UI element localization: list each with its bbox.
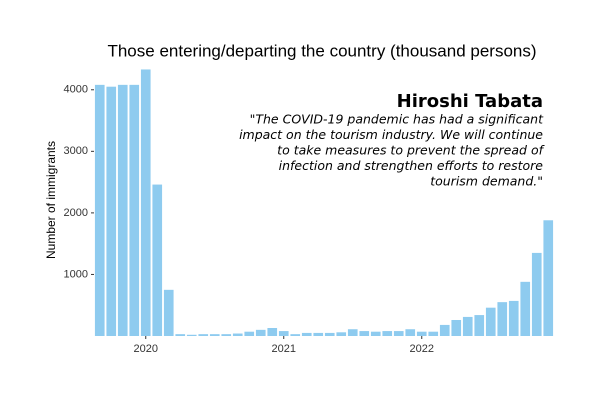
- bar: [416, 331, 427, 336]
- bar: [267, 327, 278, 336]
- annotation-name: Hiroshi Tabata: [397, 91, 543, 112]
- bar: [508, 300, 519, 336]
- bar: [301, 332, 312, 336]
- bar: [290, 334, 301, 336]
- bar: [163, 289, 174, 336]
- bar: [439, 324, 450, 336]
- bar: [313, 332, 324, 336]
- bar: [140, 69, 151, 336]
- bar: [359, 331, 370, 336]
- bar: [405, 329, 416, 336]
- bar: [497, 302, 508, 336]
- x-tick-label: 2021: [272, 343, 296, 355]
- bar: [531, 252, 542, 336]
- bar: [485, 307, 496, 336]
- annotation-line: impact on the tourism industry. We will …: [239, 127, 543, 142]
- x-tick-label: 2022: [410, 343, 434, 355]
- bar: [152, 184, 163, 336]
- bar: [428, 331, 439, 336]
- bar: [117, 84, 128, 336]
- bar: [451, 319, 462, 336]
- bar: [370, 331, 381, 336]
- y-tick-label: 3000: [64, 145, 88, 157]
- annotation-line: "The COVID-19 pandemic has had a signifi…: [250, 112, 544, 127]
- bar: [393, 331, 404, 336]
- bar: [336, 332, 347, 336]
- bar: [198, 334, 209, 336]
- x-tick-label: 2020: [134, 343, 158, 355]
- bar: [186, 334, 197, 336]
- bar: [382, 331, 393, 336]
- bar: [129, 84, 140, 336]
- chart-title: Those entering/departing the country (th…: [107, 41, 536, 60]
- y-tick-label: 4000: [64, 84, 88, 96]
- y-tick-label: 1000: [64, 268, 88, 280]
- bar: [324, 332, 335, 336]
- bar: [106, 86, 117, 336]
- y-axis-title: Number of immigrants: [44, 141, 58, 259]
- bar: [255, 329, 266, 336]
- bar: [462, 316, 473, 336]
- bar: [543, 220, 554, 336]
- annotation-line: infection and strengthen efforts to rest…: [279, 158, 544, 173]
- y-tick-label: 2000: [64, 207, 88, 219]
- annotation-line: tourism demand.": [430, 174, 543, 189]
- bar: [520, 281, 531, 336]
- bar: [244, 331, 255, 336]
- bar: [94, 84, 105, 336]
- bar: [474, 315, 485, 336]
- bar: [209, 334, 220, 336]
- bar: [175, 334, 186, 336]
- annotation-line: to take measures to prevent the spread o…: [277, 143, 544, 158]
- bar: [232, 333, 243, 336]
- bar: [278, 331, 289, 336]
- bar: [347, 329, 358, 336]
- bar: [221, 334, 232, 336]
